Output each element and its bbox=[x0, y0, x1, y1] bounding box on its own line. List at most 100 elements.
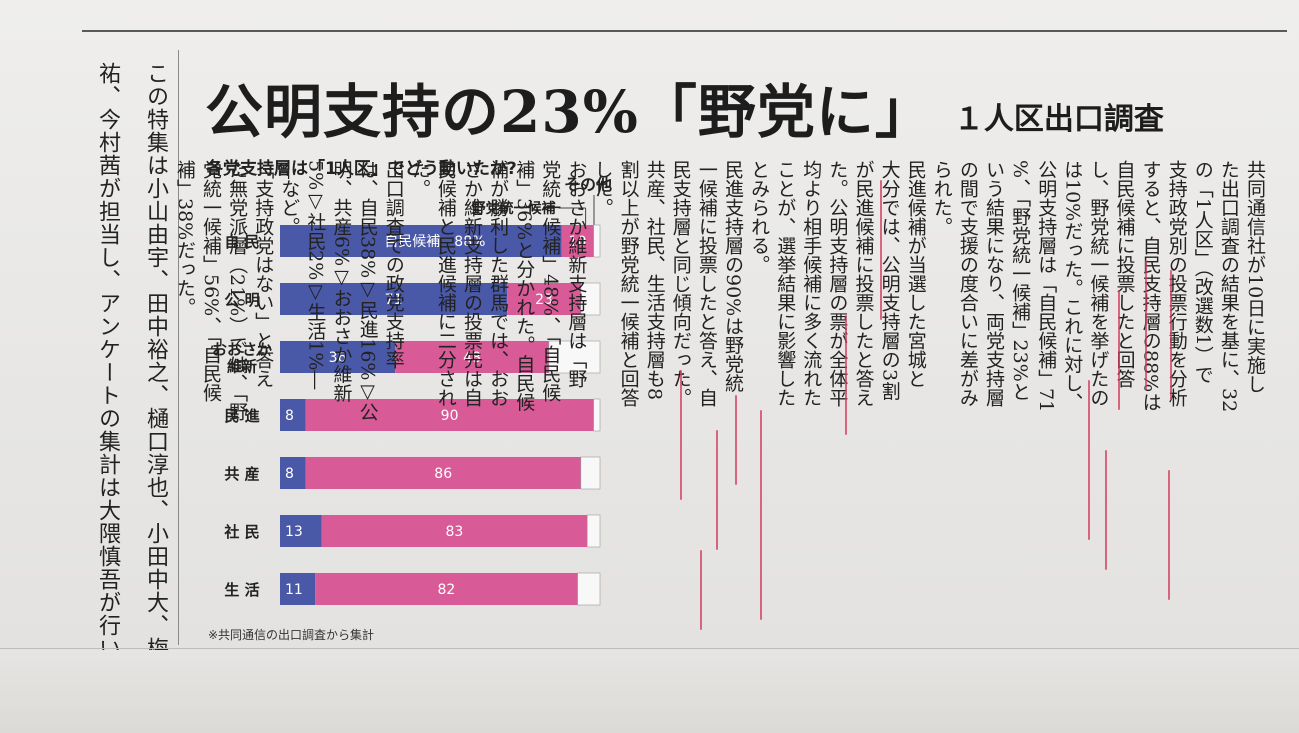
article-column: た。 bbox=[408, 160, 431, 198]
lower-margin bbox=[0, 650, 1299, 733]
bar-segment bbox=[586, 514, 601, 548]
bar-segment bbox=[280, 399, 306, 431]
data-label: 82 bbox=[437, 582, 455, 598]
article-column: た。公明支持層の票が全体平 bbox=[826, 160, 849, 407]
credit-line-2: 祐、今村茜が担当し、アンケートの集計は大隈慎吾が行いました。 bbox=[95, 62, 120, 733]
bar-segment bbox=[280, 225, 562, 257]
bar-segment bbox=[561, 225, 594, 257]
data-label: 86 bbox=[434, 466, 452, 482]
article-column: 民進支持層の90%は野党統 bbox=[721, 160, 744, 393]
data-label: 13 bbox=[285, 524, 303, 540]
bar-segment bbox=[305, 457, 581, 489]
article-column: 民支持層と同じ傾向だった。 bbox=[669, 160, 692, 407]
bar-segment bbox=[280, 283, 508, 315]
credit-divider bbox=[178, 50, 179, 645]
bar-segment bbox=[580, 282, 601, 316]
bar-segment bbox=[580, 456, 601, 490]
article-column: 補が勝利した群馬では、おお bbox=[487, 160, 510, 407]
pen-mark bbox=[1088, 380, 1090, 540]
article-body: 共同通信社が10日に実施し た出口調査の結果を基に、32 の「1人区」（改選数1）で… bbox=[174, 160, 1268, 640]
bar-segment bbox=[315, 573, 578, 605]
bar-segment bbox=[395, 341, 549, 373]
pen-mark bbox=[1170, 270, 1172, 400]
article-column: た出口調査の結果を基に、32 bbox=[1217, 160, 1240, 413]
article-column: とみられる。 bbox=[748, 160, 771, 274]
article-column: 5%▽社民2%▽生活1%― bbox=[304, 160, 327, 390]
article-column: 自民候補に投票したと回答 bbox=[1113, 160, 1136, 388]
article-column: 一候補に投票したと答え、自 bbox=[695, 160, 718, 407]
article-column: の「1人区」（改選数1）で bbox=[1191, 160, 1214, 384]
chart-note: ※共同通信の出口調査から集計 bbox=[208, 628, 375, 642]
pen-mark bbox=[735, 395, 737, 485]
article-column: 民候補と民進候補に二分され bbox=[434, 160, 457, 407]
pen-mark bbox=[1168, 470, 1170, 600]
bar-segment bbox=[321, 515, 588, 547]
pen-mark bbox=[1118, 290, 1120, 410]
article-column: 補」36%と分かれた。自民候 bbox=[513, 160, 536, 412]
category-label: 社 民 bbox=[223, 523, 259, 541]
bar-segment bbox=[507, 283, 581, 315]
article-column: すると、自民支持層の88%は bbox=[1139, 160, 1162, 412]
article-column: 「支持政党はない」と答え bbox=[252, 160, 275, 388]
bar-segment bbox=[577, 572, 601, 606]
article-column: 均より相手候補に多く流れた bbox=[800, 160, 823, 407]
article-column: が民進候補に投票したと答え bbox=[852, 160, 875, 407]
data-label: 36 bbox=[329, 350, 347, 366]
bar-segment bbox=[280, 515, 322, 547]
data-label: 自民候補 88% bbox=[384, 234, 485, 250]
pen-mark bbox=[1145, 260, 1147, 390]
article-column: した。 bbox=[591, 160, 614, 217]
bar-segment bbox=[280, 457, 306, 489]
article-column: 補」38%だった。 bbox=[173, 160, 196, 317]
article-column: 党統一候補」48%、「自民候 bbox=[539, 160, 562, 402]
article-column: られた。 bbox=[930, 160, 953, 236]
top-rule bbox=[82, 30, 1287, 32]
pen-mark bbox=[700, 550, 702, 630]
category-label: 自 民 bbox=[224, 233, 259, 251]
article-column: 共同通信社が10日に実施し bbox=[1243, 160, 1266, 394]
article-column: は、自民38%▽民進16%▽公 bbox=[356, 160, 379, 422]
credit-block: この特集は小山由宇、田中裕之、樋口淳也、小田中大、梅田啓 祐、今村茜が担当し、ア… bbox=[86, 62, 172, 733]
legend-opposition-label: 野党統一候補 bbox=[472, 200, 556, 217]
data-label: 8 bbox=[285, 408, 294, 424]
article-column: 民進候補が当選した宮城と bbox=[904, 160, 927, 388]
article-column: 党統一候補」56%、「自民候 bbox=[200, 160, 222, 402]
support-chart: 各党支持層は「1人区」でどう動いたか? 野党統一候補 その他自 民 自民候補 88%… bbox=[200, 150, 630, 650]
category-label: おおさか bbox=[212, 341, 272, 359]
data-label: 8 bbox=[285, 466, 294, 482]
bar-segment bbox=[280, 341, 396, 373]
category-label: 生 活 bbox=[224, 581, 259, 599]
legend-other-label: その他 bbox=[564, 175, 612, 194]
pen-mark bbox=[680, 370, 682, 500]
article-column: の間で支援の度合いに差がみ bbox=[956, 160, 979, 407]
article-column: ことが、選挙結果に影響した bbox=[774, 160, 797, 407]
chart-title: 各党支持層は「1人区」でどう動いたか? bbox=[206, 159, 517, 179]
category-label: 共 産 bbox=[224, 465, 259, 483]
article-column: は10%だった。これに対し、 bbox=[1061, 160, 1084, 412]
article-column: %、「野党統一候補」23%と bbox=[1009, 160, 1032, 401]
bar-segment bbox=[305, 399, 594, 431]
bar-segment bbox=[593, 398, 601, 432]
article-column: 明、共産6%▽おおさか維新 bbox=[330, 160, 353, 403]
pen-mark bbox=[716, 430, 718, 550]
bar-segment bbox=[280, 573, 316, 605]
headline-sub: １人区出口調査 bbox=[953, 102, 1164, 137]
article-column: 大分では、公明支持層の3割 bbox=[878, 160, 901, 401]
article-column: し、野党統一候補を挙げたの bbox=[1087, 160, 1110, 407]
data-label: 90 bbox=[441, 408, 459, 424]
article-column: ―など。 bbox=[278, 160, 301, 236]
fold-line bbox=[0, 648, 1299, 649]
category-label: 民 進 bbox=[224, 407, 260, 425]
article-column: 割以上が野党統一候補と回答 bbox=[617, 160, 640, 407]
article-column: いう結果になり、両党支持層 bbox=[982, 160, 1005, 407]
article-column: 出口調査での政党支持率 bbox=[382, 160, 405, 369]
pen-mark bbox=[880, 180, 882, 320]
pen-mark bbox=[1105, 450, 1107, 570]
data-label: 71 bbox=[385, 292, 403, 308]
bar-segment bbox=[593, 224, 601, 258]
data-label: 10 bbox=[569, 234, 587, 250]
article-column: た無党派層（21%）では、「野 bbox=[226, 160, 249, 421]
article-column: さか維新支持層の投票先は自 bbox=[461, 160, 483, 407]
